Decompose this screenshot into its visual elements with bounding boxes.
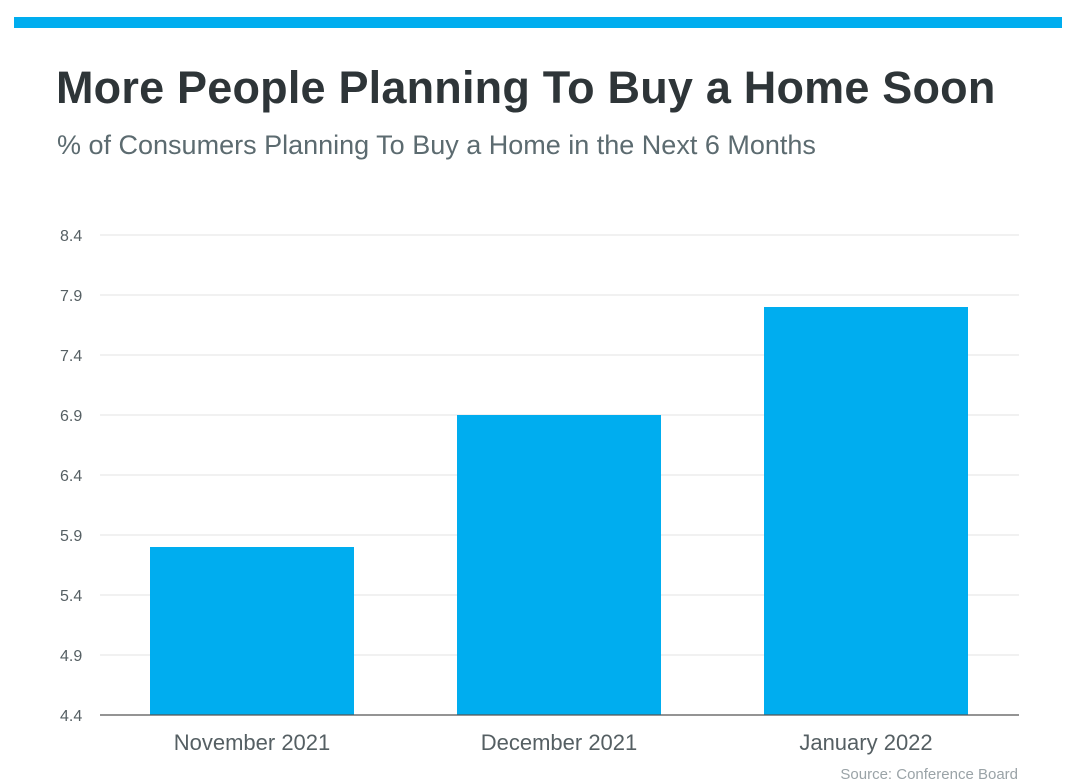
y-tick-label: 8.4 — [60, 228, 82, 245]
bar — [764, 307, 968, 715]
chart-title: More People Planning To Buy a Home Soon — [56, 62, 996, 113]
y-tick-label: 5.9 — [60, 528, 82, 545]
chart-subtitle: % of Consumers Planning To Buy a Home in… — [57, 130, 816, 160]
bar — [150, 547, 354, 715]
x-tick-label: December 2021 — [481, 730, 638, 755]
y-tick-label: 7.4 — [60, 348, 82, 365]
y-tick-label: 4.9 — [60, 648, 82, 665]
y-tick-label: 4.4 — [60, 708, 82, 725]
y-tick-label: 7.9 — [60, 288, 82, 305]
bar — [457, 415, 661, 715]
y-tick-label: 6.9 — [60, 408, 82, 425]
source-note: Source: Conference Board — [840, 766, 1018, 781]
x-tick-label: November 2021 — [174, 730, 331, 755]
accent-top-bar — [14, 17, 1062, 28]
y-tick-label: 6.4 — [60, 468, 82, 485]
x-tick-label: January 2022 — [799, 730, 932, 755]
y-tick-label: 5.4 — [60, 588, 82, 605]
